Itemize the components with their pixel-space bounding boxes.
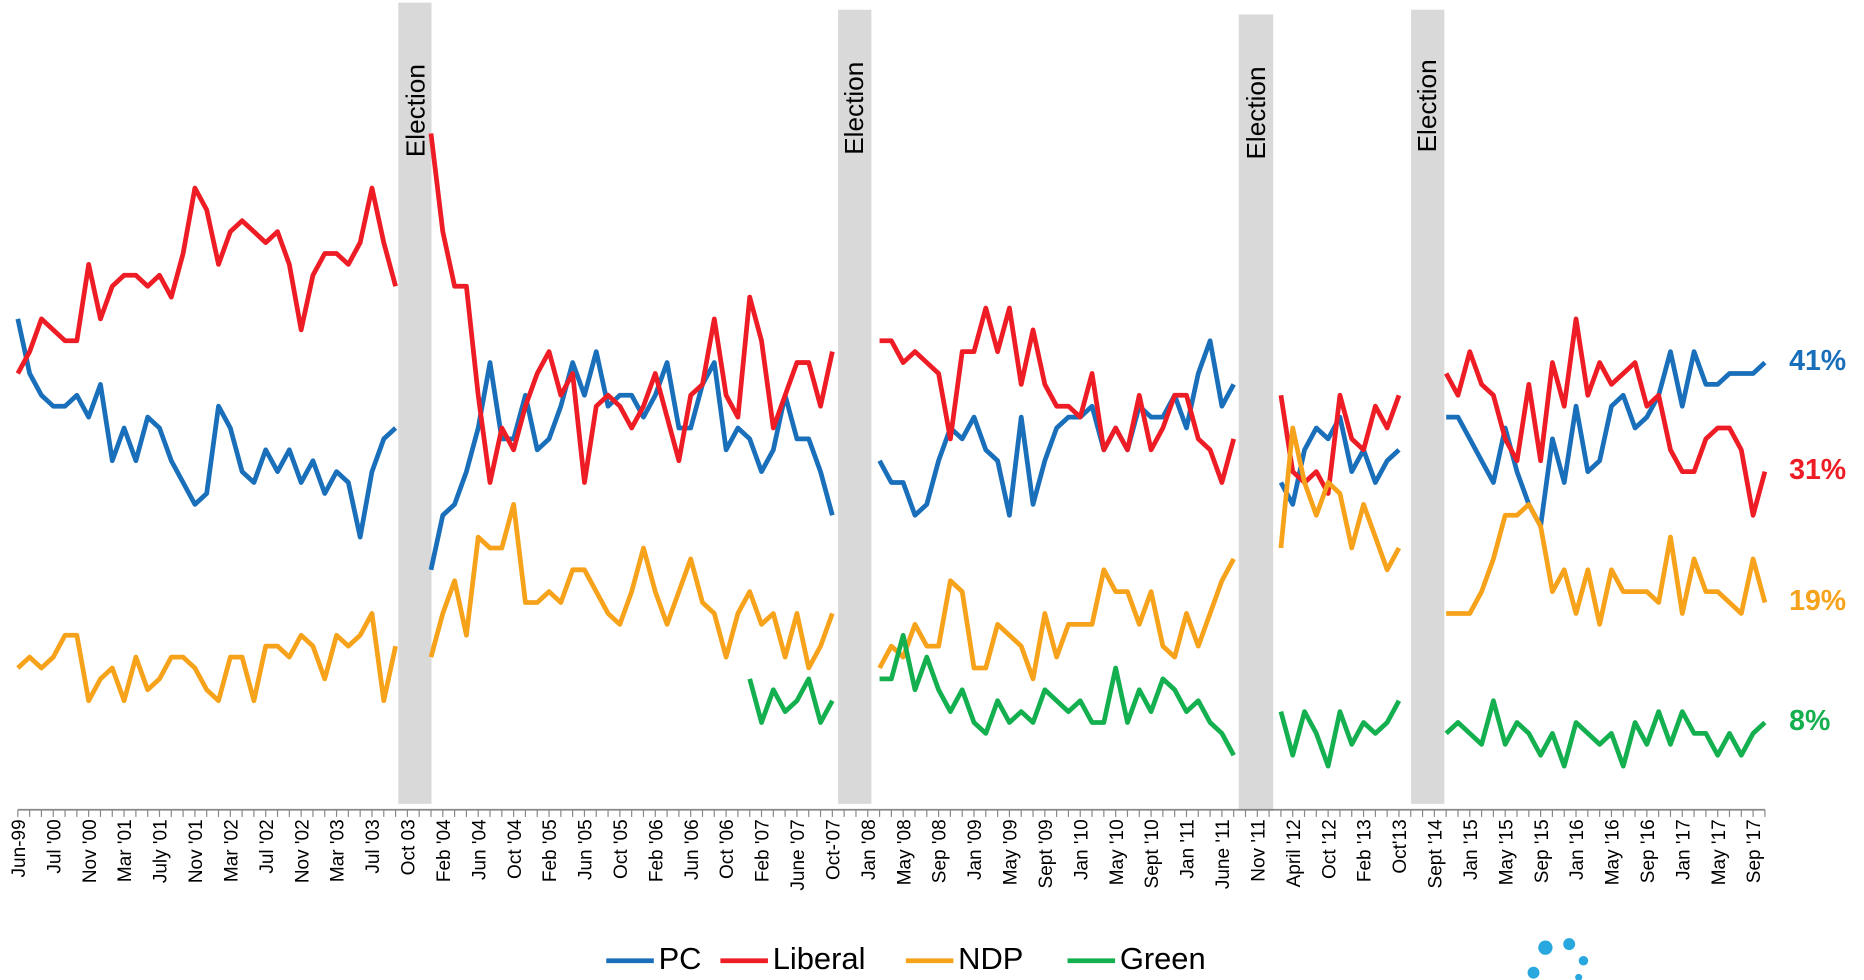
series-line — [15, 318, 1767, 571]
x-tick-label: Feb '05 — [540, 819, 561, 882]
logo-dot — [1575, 973, 1583, 980]
legend-item: PC — [606, 941, 702, 976]
x-tick-label: Mar '03 — [328, 819, 349, 882]
x-tick-label: Oct '06 — [717, 819, 738, 879]
x-tick-label: Feb '06 — [646, 819, 667, 882]
x-tick-label: Sep '08 — [930, 819, 951, 883]
election-label: Election — [400, 64, 430, 157]
x-tick-label: Sep '16 — [1638, 819, 1659, 883]
series-line — [747, 632, 1767, 769]
x-tick-label: Oct '05 — [611, 819, 632, 879]
x-tick-label: Jun '04 — [469, 819, 490, 880]
x-tick-label: Sept '14 — [1426, 819, 1447, 889]
x-tick-label: Mar '01 — [115, 819, 136, 882]
election-bands: Election Election Election Election — [398, 2, 1445, 811]
x-tick-label: Jun '06 — [682, 819, 703, 880]
x-tick-label: Oct 03 — [399, 819, 420, 875]
election-band — [838, 9, 872, 804]
x-tick-label: Oct '04 — [505, 819, 526, 879]
x-tick-label: Jan '09 — [965, 819, 986, 880]
legend-item: Green — [1067, 941, 1206, 976]
x-tick-label: Mar '02 — [221, 819, 242, 882]
election-band — [1411, 9, 1445, 804]
x-tick-label: Oct'13 — [1390, 819, 1411, 873]
x-tick-label: Nov '11 — [1248, 819, 1269, 881]
x-tick-label: June '11 — [1213, 819, 1234, 889]
logo-dot — [1563, 938, 1576, 951]
election-label: Election — [1412, 59, 1442, 152]
x-tick-label: Nov '01 — [186, 819, 207, 883]
logo — [1527, 938, 1589, 980]
x-tick-label: Nov '00 — [80, 819, 101, 883]
x-tick-label: May '10 — [1107, 819, 1128, 885]
legend-label: PC — [659, 941, 702, 976]
x-tick-label: Sep '15 — [1532, 819, 1553, 883]
logo-dot — [1578, 956, 1589, 966]
x-tick-label: Sept '09 — [1036, 819, 1057, 888]
legend-label: Green — [1120, 941, 1206, 976]
x-tick-label: June '07 — [788, 819, 809, 890]
x-tick-label: Jul '02 — [257, 819, 278, 873]
end-label: 8% — [1789, 705, 1830, 737]
x-tick-label: Sept '10 — [1142, 819, 1163, 888]
x-tick-label: Feb '07 — [753, 819, 774, 882]
x-tick-label: April '12 — [1284, 819, 1305, 887]
x-tick-label: Jun-99 — [9, 819, 30, 877]
end-label: 19% — [1789, 585, 1846, 617]
x-tick-label: Feb '04 — [434, 819, 455, 882]
logo-dot — [1527, 966, 1540, 979]
x-tick-label: Feb '13 — [1355, 819, 1376, 882]
legend-item: Liberal — [720, 941, 865, 976]
election-band — [1238, 14, 1274, 811]
x-tick-label: Jan '15 — [1461, 819, 1482, 880]
x-tick-label: Jan '10 — [1071, 819, 1092, 880]
election-label: Election — [839, 62, 869, 155]
x-tick-label: May '16 — [1603, 819, 1624, 885]
x-tick-label: Jun '05 — [576, 819, 597, 880]
legend-label: NDP — [958, 941, 1023, 976]
x-tick-label: Sep '17 — [1744, 819, 1765, 883]
x-tick-label: Jan '16 — [1567, 819, 1588, 880]
election-band — [398, 2, 432, 804]
x-tick-label: May '09 — [1001, 819, 1022, 885]
legend-label: Liberal — [773, 941, 866, 976]
x-tick-label: July '01 — [151, 819, 172, 883]
x-tick-label: Jul '00 — [44, 819, 65, 873]
legend-item: NDP — [905, 941, 1023, 976]
x-tick-label: Jul '03 — [363, 819, 384, 873]
x-tick-label: May '08 — [894, 819, 915, 885]
x-tick-label: Jan '11 — [1178, 819, 1199, 878]
series-line — [15, 133, 1768, 518]
x-tick-label: Oct-'07 — [823, 819, 844, 880]
end-label: 31% — [1789, 454, 1846, 486]
election-label: Election — [1241, 67, 1271, 160]
x-tick-label: Jan '08 — [859, 819, 880, 880]
x-tick-label: Nov '02 — [292, 819, 313, 883]
x-tick-label: Oct '12 — [1319, 819, 1340, 879]
end-label: 41% — [1789, 345, 1846, 377]
x-tick-label: May '17 — [1709, 819, 1730, 885]
x-tick-label: May '15 — [1496, 819, 1517, 885]
series-line — [16, 425, 1768, 704]
logo-dot — [1538, 940, 1553, 955]
x-tick-label: Jan '17 — [1673, 819, 1694, 880]
